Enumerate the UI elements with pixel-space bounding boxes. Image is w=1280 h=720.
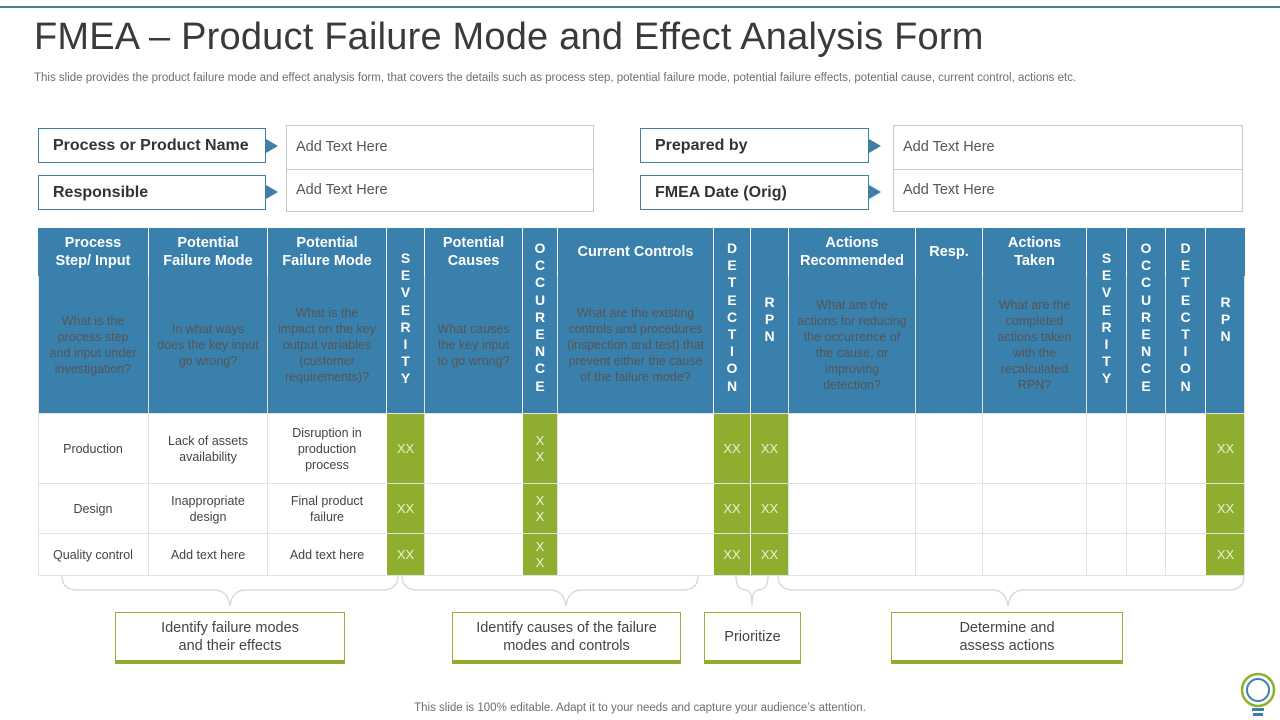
grid-line xyxy=(38,483,1245,484)
page-title: FMEA – Product Failure Mode and Effect A… xyxy=(34,16,984,58)
table-row-2-detection: XX xyxy=(723,500,741,516)
brace-3 xyxy=(735,575,769,607)
fmea-date-label: FMEA Date (Orig) xyxy=(640,175,869,210)
header-resp: Resp. xyxy=(916,228,982,413)
occurence-green-col xyxy=(523,413,557,576)
brace-1 xyxy=(61,575,399,607)
table-row-1-severity: XX xyxy=(396,440,415,456)
detection-green-col xyxy=(714,413,750,576)
desc-actions-taken: What are the completed actions taken wit… xyxy=(997,297,1072,392)
header-process-step: Process Step/ Input xyxy=(38,228,148,413)
right-input-box: Add Text Here Add Text Here xyxy=(893,125,1243,212)
responsible-label: Responsible xyxy=(38,175,266,210)
fmea-date-input[interactable]: Add Text Here xyxy=(894,168,1242,212)
brace-2 xyxy=(401,575,699,607)
header-actions-taken: Actions Taken xyxy=(983,228,1086,413)
grid-line xyxy=(424,276,425,576)
grid-line xyxy=(1165,276,1166,576)
rpn-green-col xyxy=(751,413,788,576)
table-row-1-effect: Disruption in production process xyxy=(292,425,362,472)
table-row-2-effect: Final product failure xyxy=(290,493,364,524)
prepared-by-arrow-icon xyxy=(869,139,881,153)
process-name-input[interactable]: Add Text Here xyxy=(296,139,388,156)
page-subtitle: This slide provides the product failure … xyxy=(34,72,1077,84)
grid-line xyxy=(788,276,789,576)
prepared-by-input[interactable]: Add Text Here xyxy=(903,139,995,156)
grid-line xyxy=(148,276,149,576)
table-row-3-detection: XX xyxy=(723,546,741,562)
header-failure-mode-2: Potential Failure Mode xyxy=(268,228,386,413)
table-row-3-rpn: XX xyxy=(760,546,779,562)
table-row-2-mode: Inappropriate design xyxy=(171,493,245,524)
table-row-2-rpn: XX xyxy=(760,500,779,516)
group-assess-actions: Determine and assess actions xyxy=(891,612,1123,664)
grouping-braces xyxy=(61,575,1245,607)
lightbulb-icon xyxy=(1240,672,1276,716)
grid-line xyxy=(1126,276,1127,576)
table-row-1-detection: XX xyxy=(723,440,741,456)
group-prioritize: Prioritize xyxy=(704,612,801,664)
grid-line xyxy=(557,276,558,576)
footer-note: This slide is 100% editable. Adapt it to… xyxy=(414,702,866,714)
grid-line xyxy=(38,276,39,576)
rpn2-green-col xyxy=(1206,413,1245,576)
table-row-3-mode: Add text here xyxy=(170,547,246,562)
left-input-box: Add Text Here Add Text Here xyxy=(286,125,594,212)
process-name-arrow-icon xyxy=(266,139,278,153)
grid-line xyxy=(38,575,1245,576)
header-failure-mode-1: Potential Failure Mode xyxy=(149,228,267,413)
table-row-1-rpn-2: XX xyxy=(1216,440,1235,456)
top-rule xyxy=(0,6,1280,8)
severity-green-col xyxy=(387,413,424,576)
grid-line xyxy=(1244,276,1245,576)
table-row-2-step: Design xyxy=(73,501,113,516)
grid-line xyxy=(915,276,916,576)
group-causes-controls: Identify causes of the failure modes and… xyxy=(452,612,681,664)
desc-causes: What causes the key input to go wrong? xyxy=(437,321,510,368)
table-row-1-mode: Lack of assets availability xyxy=(168,433,248,464)
desc-current-controls: What are the existing controls and proce… xyxy=(567,305,704,384)
header-current-controls: Current Controls xyxy=(558,228,713,413)
grid-line xyxy=(38,413,1245,414)
grid-line xyxy=(38,533,1245,534)
table-row-3-step: Quality control xyxy=(53,547,133,562)
table-row-2-rpn-2: XX xyxy=(1216,500,1235,516)
group-failure-modes: Identify failure modes and their effects xyxy=(115,612,345,664)
responsible-input[interactable]: Add Text Here xyxy=(287,168,593,212)
table-row-3-rpn-2: XX xyxy=(1216,546,1235,562)
prepared-by-label: Prepared by xyxy=(640,128,869,163)
fmea-date-arrow-icon xyxy=(869,185,881,199)
grid-line xyxy=(267,276,268,576)
desc-process-step: What is the process step and input under… xyxy=(49,313,137,376)
table-row-1-step: Production xyxy=(63,441,123,456)
responsible-arrow-icon xyxy=(266,185,278,199)
table-row-2-severity: XX xyxy=(396,500,415,516)
grid-line xyxy=(982,276,983,576)
desc-failure-mode-1: In what ways does the key input go wrong… xyxy=(157,321,259,368)
brace-4 xyxy=(777,575,1245,607)
table-row-1-rpn: XX xyxy=(760,440,779,456)
header-actions-recommended: Actions Recommended xyxy=(789,228,915,413)
desc-actions-recommended: What are the actions for reducing the oc… xyxy=(797,297,907,392)
grid-line xyxy=(1086,276,1087,576)
desc-failure-mode-2: What is the impact on the key output var… xyxy=(278,305,376,384)
header-causes: Potential Causes xyxy=(425,228,522,413)
table-row-3-effect: Add text here xyxy=(289,547,365,562)
process-name-label: Process or Product Name xyxy=(38,128,266,163)
table-row-3-severity: XX xyxy=(396,546,415,562)
